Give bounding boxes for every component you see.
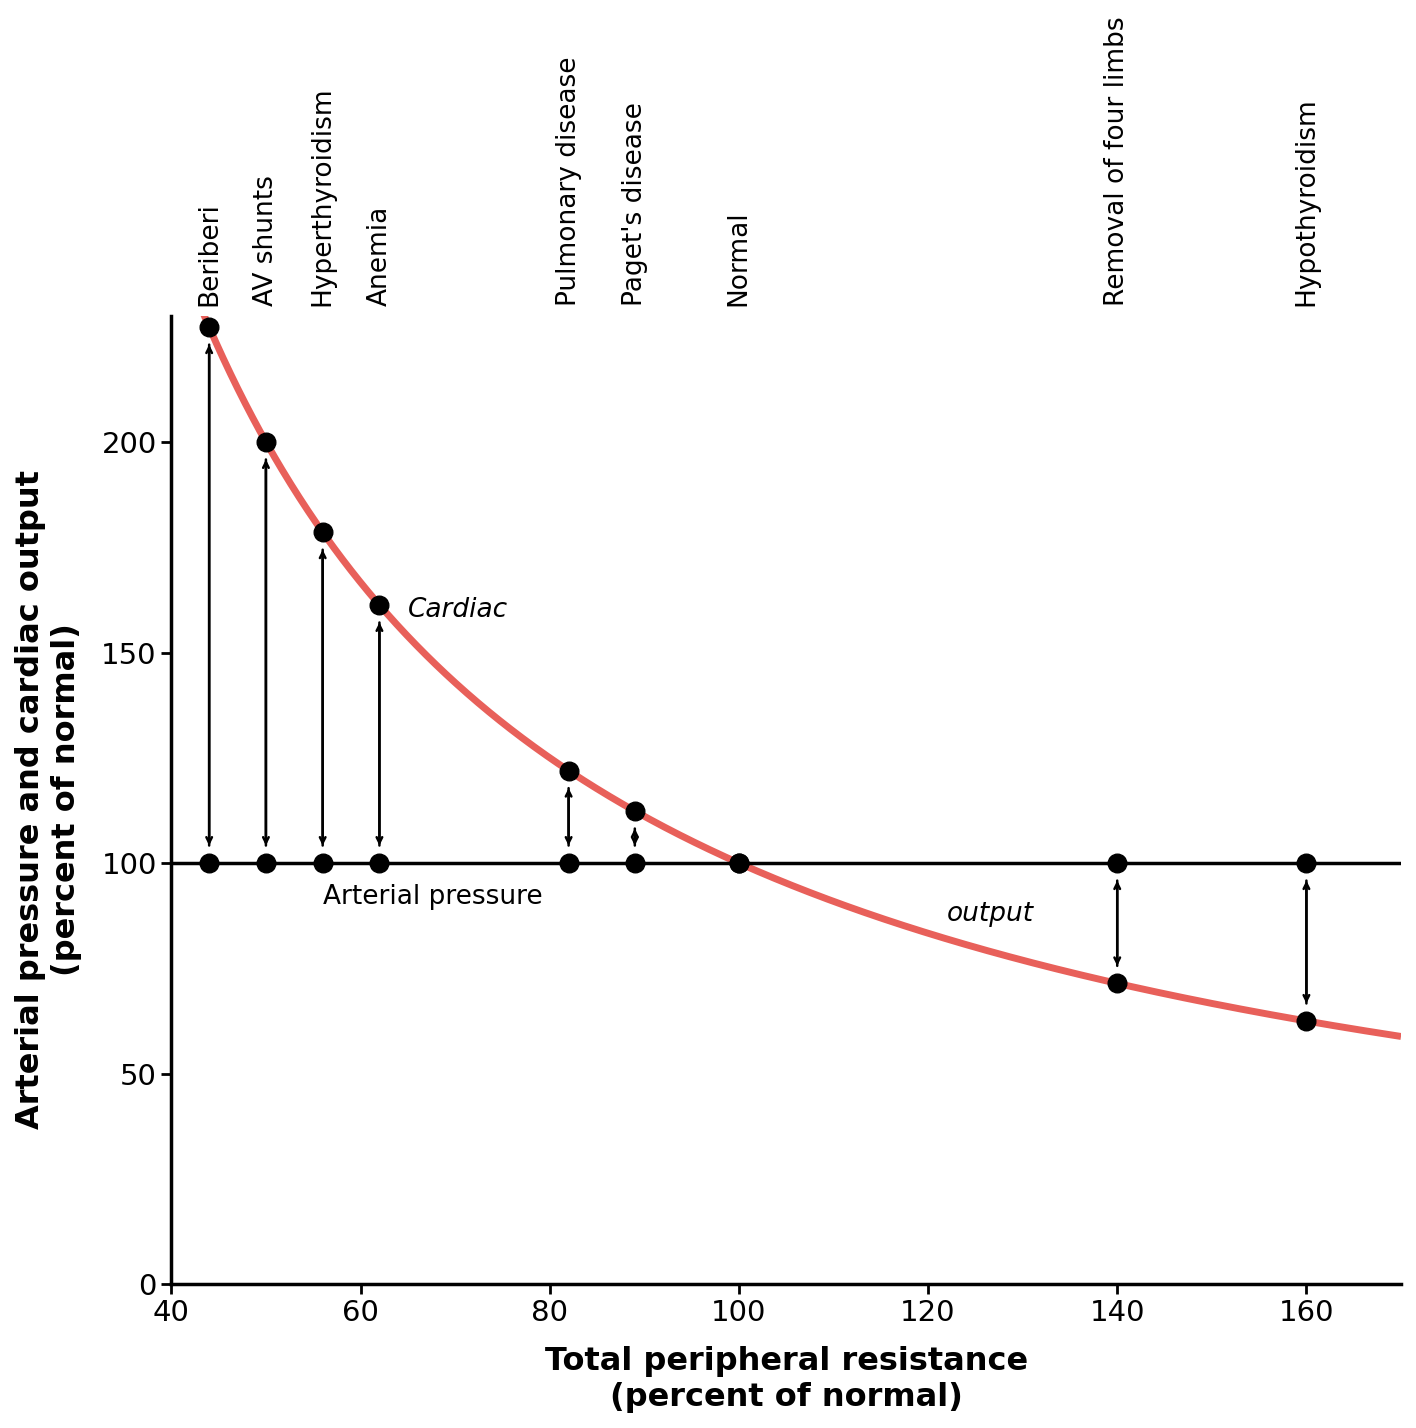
Text: Hypothyroidism: Hypothyroidism bbox=[1293, 97, 1320, 306]
Point bbox=[1106, 851, 1129, 874]
Text: AV shunts: AV shunts bbox=[253, 176, 279, 306]
Y-axis label: Arterial pressure and cardiac output
(percent of normal): Arterial pressure and cardiac output (pe… bbox=[16, 470, 82, 1130]
Text: output: output bbox=[947, 901, 1034, 927]
Point bbox=[623, 800, 646, 823]
Text: Anemia: Anemia bbox=[367, 206, 392, 306]
X-axis label: Total peripheral resistance
(percent of normal): Total peripheral resistance (percent of … bbox=[545, 1347, 1028, 1412]
Point bbox=[728, 851, 750, 874]
Point bbox=[255, 851, 278, 874]
Text: Cardiac: Cardiac bbox=[408, 597, 508, 624]
Text: Removal of four limbs: Removal of four limbs bbox=[1104, 16, 1130, 306]
Point bbox=[198, 851, 221, 874]
Text: Arterial pressure: Arterial pressure bbox=[323, 884, 542, 910]
Text: Beriberi: Beriberi bbox=[197, 201, 222, 306]
Point bbox=[1296, 851, 1318, 874]
Point bbox=[255, 430, 278, 453]
Point bbox=[1296, 1010, 1318, 1032]
Point bbox=[558, 851, 581, 874]
Text: Hyperthyroidism: Hyperthyroidism bbox=[310, 86, 336, 306]
Point bbox=[368, 851, 391, 874]
Point bbox=[312, 521, 334, 544]
Text: Normal: Normal bbox=[726, 210, 752, 306]
Text: Pulmonary disease: Pulmonary disease bbox=[555, 57, 582, 306]
Point bbox=[623, 851, 646, 874]
Point bbox=[312, 851, 334, 874]
Point bbox=[368, 594, 391, 617]
Point bbox=[1106, 972, 1129, 995]
Point bbox=[558, 760, 581, 783]
Point bbox=[198, 316, 221, 338]
Point bbox=[728, 851, 750, 874]
Text: Paget's disease: Paget's disease bbox=[622, 101, 647, 306]
